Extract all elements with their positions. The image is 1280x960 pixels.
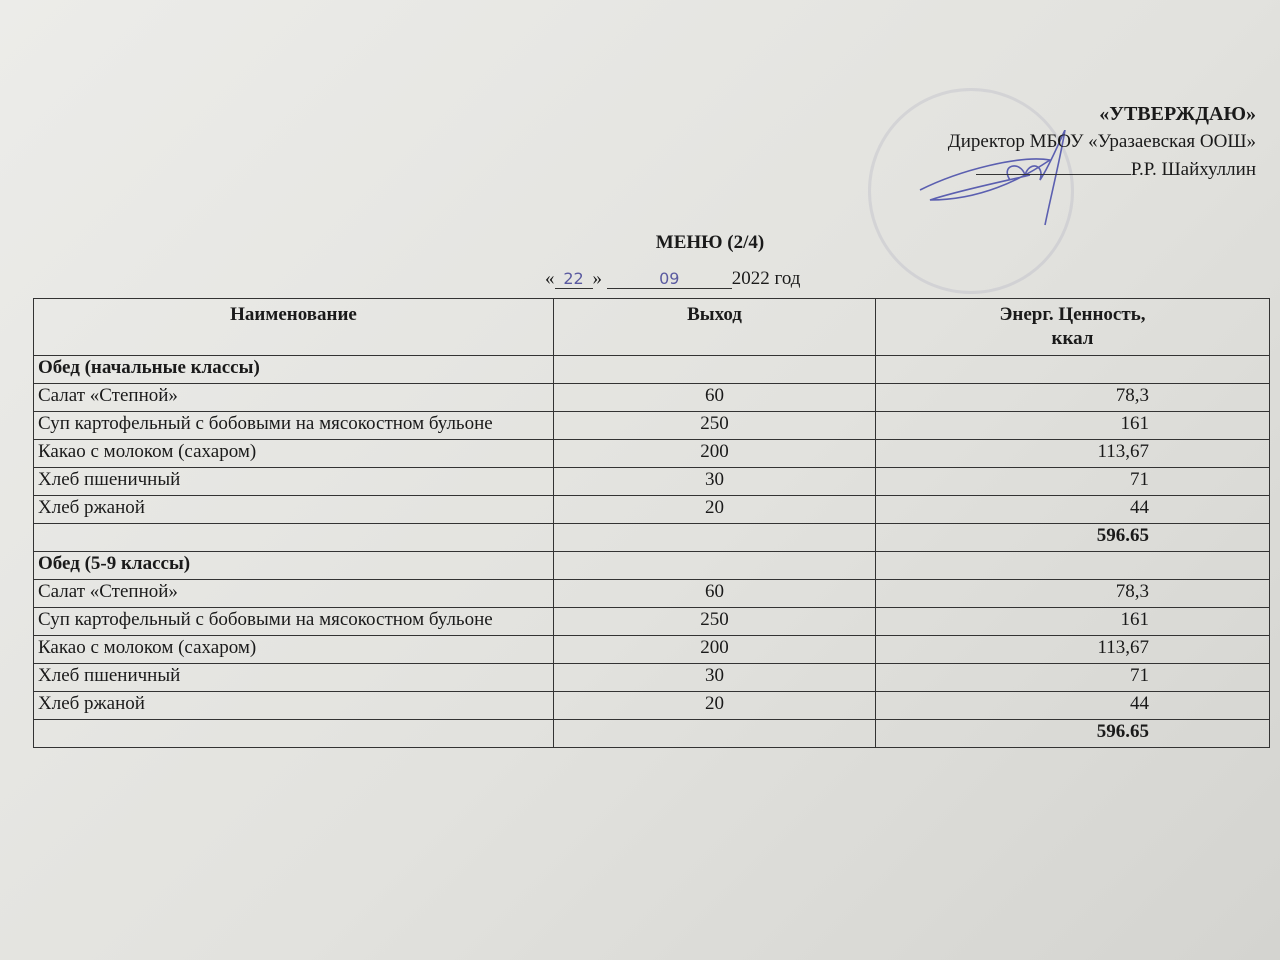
cell	[553, 551, 876, 580]
dish-output: 250	[553, 607, 876, 636]
menu-table: Наименование Выход Энерг. Ценность, ккал О…	[33, 298, 1270, 748]
dish-energy: 71	[875, 663, 1270, 692]
dish-output: 60	[553, 579, 876, 608]
dish-name: Хлеб пшеничный	[33, 467, 554, 496]
approval-title: «УТВЕРЖДАЮ»	[1099, 103, 1256, 125]
table-row: Какао с молоком (сахаром) 200 113,67	[33, 635, 1270, 664]
dish-energy: 44	[875, 691, 1270, 720]
dish-energy: 161	[875, 411, 1270, 440]
table-row: Обед (начальные классы)	[33, 355, 1270, 384]
date-year: 2022 год	[731, 268, 801, 289]
dish-output: 200	[553, 635, 876, 664]
section-title: Обед (5-9 классы)	[33, 551, 554, 580]
header-output: Выход	[553, 298, 876, 356]
dish-name: Салат «Степной»	[33, 383, 554, 412]
cell	[33, 523, 554, 552]
cell	[553, 523, 876, 552]
dish-name: Хлеб ржаной	[33, 495, 554, 524]
signature-line	[975, 156, 1131, 175]
dish-output: 30	[553, 663, 876, 692]
dish-output: 30	[553, 467, 876, 496]
total-energy: 596.65	[875, 523, 1270, 552]
dish-energy: 44	[875, 495, 1270, 524]
dish-energy: 71	[875, 467, 1270, 496]
date-month: 09	[606, 269, 732, 289]
date-day: 22	[554, 269, 593, 289]
table-row: Суп картофельный с бобовыми на мясокостн…	[33, 607, 1270, 636]
dish-output: 250	[553, 411, 876, 440]
quote: »	[592, 268, 603, 289]
signature	[919, 130, 1066, 226]
cell	[33, 719, 554, 748]
cell	[875, 355, 1270, 384]
header-name: Наименование	[33, 298, 554, 356]
dish-energy: 113,67	[875, 439, 1270, 468]
table-row: Обед (5-9 классы)	[33, 551, 1270, 580]
dish-energy: 161	[875, 607, 1270, 636]
table-row: Хлеб пшеничный 30 71	[33, 663, 1270, 692]
dish-name: Хлеб пшеничный	[33, 663, 554, 692]
table-row: Хлеб пшеничный 30 71	[33, 467, 1270, 496]
table-row: Салат «Степной» 60 78,3	[33, 579, 1270, 608]
cell	[553, 719, 876, 748]
dish-name: Суп картофельный с бобовыми на мясокостн…	[33, 411, 554, 440]
table-row: Салат «Степной» 60 78,3	[33, 383, 1270, 412]
table-row: Какао с молоком (сахаром) 200 113,67	[33, 439, 1270, 468]
approval-signer: Р.Р. Шайхуллин	[1130, 159, 1256, 180]
table-row: Суп картофельный с бобовыми на мясокостн…	[33, 411, 1270, 440]
header-energy: Энерг. Ценность, ккал	[875, 298, 1270, 356]
school-stamp	[868, 88, 1074, 294]
quote: «	[545, 268, 555, 289]
dish-energy: 113,67	[875, 635, 1270, 664]
cell	[553, 355, 876, 384]
dish-output: 20	[553, 691, 876, 720]
approval-block: «УТВЕРЖДАЮ» Директор МБОУ «Уразаевская О…	[948, 100, 1256, 184]
dish-name: Салат «Степной»	[33, 579, 554, 608]
table-row: Хлеб ржаной 20 44	[33, 495, 1270, 524]
dish-name: Хлеб ржаной	[33, 691, 554, 720]
dish-name: Какао с молоком (сахаром)	[33, 635, 554, 664]
dish-energy: 78,3	[875, 579, 1270, 608]
menu-date: «22» 09 2022 год	[545, 268, 800, 290]
table-row: Хлеб ржаной 20 44	[33, 691, 1270, 720]
total-energy: 596.65	[875, 719, 1270, 748]
table-row: 596.65	[33, 719, 1270, 748]
dish-energy: 78,3	[875, 383, 1270, 412]
dish-output: 20	[553, 495, 876, 524]
dish-output: 200	[553, 439, 876, 468]
menu-title: МЕНЮ (2/4)	[655, 232, 765, 253]
dish-name: Суп картофельный с бобовыми на мясокостн…	[33, 607, 554, 636]
approval-position: Директор МБОУ «Уразаевская ООШ»	[947, 131, 1256, 152]
cell	[875, 551, 1270, 580]
section-title: Обед (начальные классы)	[33, 355, 554, 384]
dish-output: 60	[553, 383, 876, 412]
dish-name: Какао с молоком (сахаром)	[33, 439, 554, 468]
table-row: 596.65	[33, 523, 1270, 552]
